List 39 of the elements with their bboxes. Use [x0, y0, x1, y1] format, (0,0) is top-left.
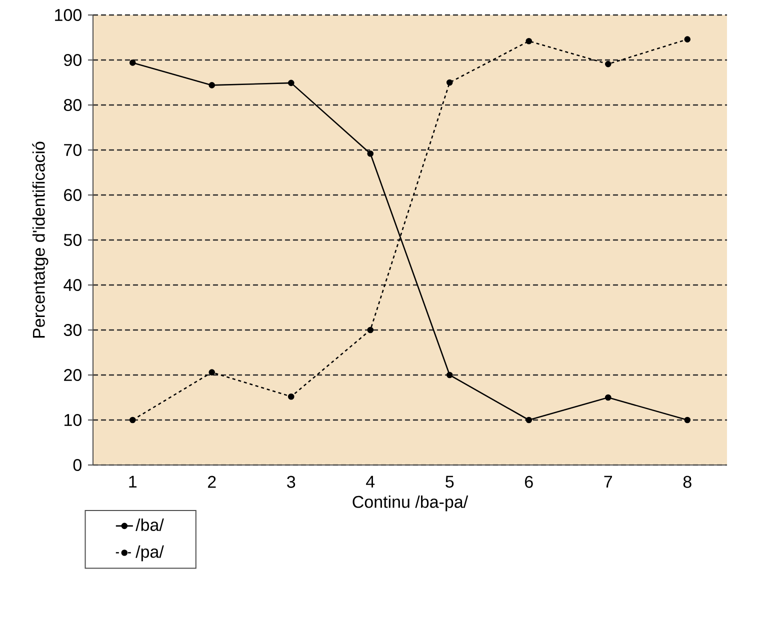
- y-tick-label: 100: [55, 8, 82, 22]
- point: [367, 150, 374, 157]
- point: [129, 416, 136, 424]
- point: [604, 60, 612, 68]
- y-tick-label: 0: [73, 458, 82, 472]
- point: [208, 369, 216, 376]
- y-tick-label: 50: [64, 234, 82, 246]
- point: [288, 80, 294, 86]
- y-tick-label: 10: [64, 414, 82, 426]
- x-tick-label: 3: [287, 476, 296, 488]
- x-tick-label: 6: [525, 476, 533, 488]
- x-tick-label: 5: [446, 476, 454, 488]
- point: [684, 36, 691, 42]
- x-tick-label: 1: [129, 476, 137, 488]
- y-tick-label: 30: [64, 324, 82, 336]
- x-tick-label: 2: [208, 476, 216, 488]
- x-tick-label: 7: [604, 476, 612, 488]
- y-tick-label: 90: [64, 54, 82, 66]
- point: [129, 60, 136, 66]
- y-tick-label: 60: [64, 188, 82, 202]
- point: [684, 416, 691, 424]
- point: [526, 416, 532, 424]
- point: [367, 326, 374, 334]
- legend-label: /ba/: [136, 518, 164, 531]
- x-tick-label: 4: [366, 476, 375, 488]
- x-axis-title: Continu /ba-pa/: [352, 495, 468, 512]
- point: [288, 393, 294, 400]
- y-tick-label: 40: [64, 278, 82, 292]
- y-tick-label: 70: [64, 144, 82, 156]
- point: [446, 79, 453, 86]
- point: [604, 394, 612, 401]
- x-tick-label: 8: [683, 476, 692, 488]
- y-tick-label: 80: [64, 98, 82, 112]
- legend-label: /pa/: [136, 545, 164, 562]
- point: [446, 372, 453, 378]
- point: [526, 38, 532, 44]
- point: [208, 82, 216, 88]
- y-axis-title: Percentatge d'identificació: [32, 142, 48, 338]
- y-tick-label: 20: [64, 368, 82, 382]
